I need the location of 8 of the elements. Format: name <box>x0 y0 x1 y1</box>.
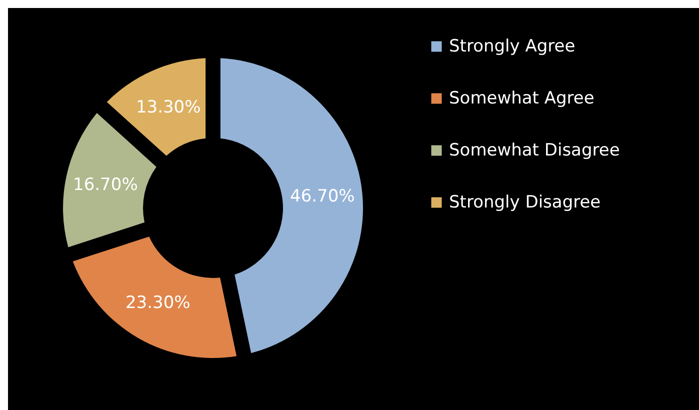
data-label: 23.30% <box>125 293 190 314</box>
data-label: 16.70% <box>73 175 138 196</box>
data-label: 13.30% <box>136 97 201 118</box>
data-label: 46.70% <box>290 186 355 207</box>
legend-label: Somewhat Disagree <box>449 140 620 160</box>
legend-label: Strongly Disagree <box>449 192 601 212</box>
legend-label: Somewhat Agree <box>449 88 594 108</box>
legend-label: Strongly Agree <box>449 36 576 56</box>
